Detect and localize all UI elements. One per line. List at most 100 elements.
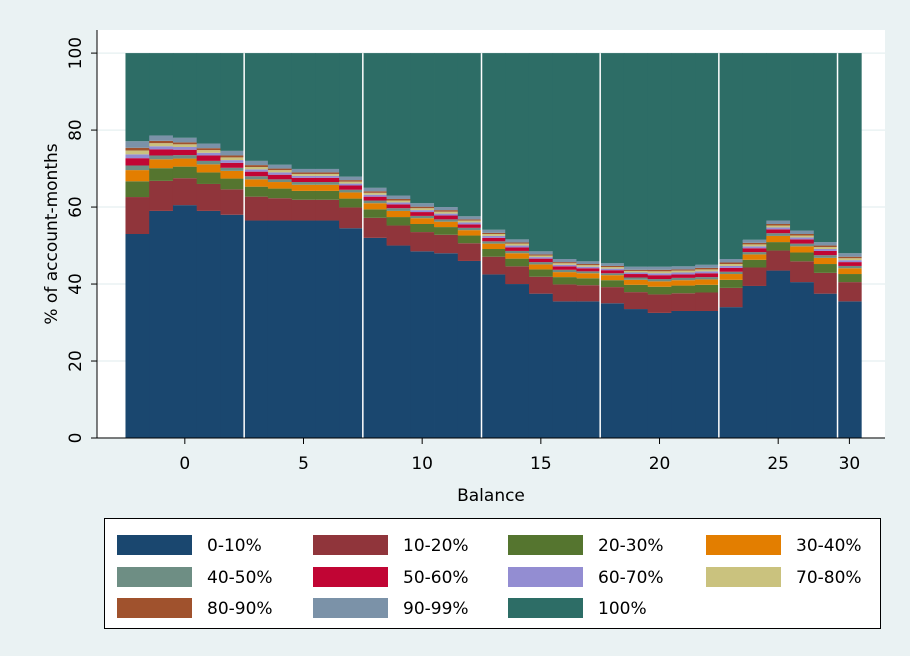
area-step	[528, 258, 554, 263]
area-step	[790, 230, 815, 234]
area-step	[362, 53, 387, 188]
y-tick-label: 40	[66, 273, 86, 295]
area-step	[623, 270, 649, 273]
area-step	[410, 215, 435, 219]
area-step	[291, 190, 316, 200]
x-tick-label: 20	[649, 454, 671, 474]
area-step	[742, 259, 767, 268]
area-step	[505, 239, 530, 243]
area-step	[244, 186, 269, 197]
area-step	[718, 267, 743, 272]
area-step	[576, 268, 601, 272]
area-step	[410, 208, 435, 211]
area-step	[695, 284, 720, 293]
area-step	[671, 310, 696, 438]
area-step	[267, 182, 293, 189]
area-step	[528, 293, 554, 438]
area-step	[600, 275, 625, 281]
area-step	[149, 155, 174, 160]
area-step	[434, 215, 459, 220]
area-step	[481, 256, 506, 275]
area-step	[196, 155, 221, 161]
area-step	[410, 251, 435, 438]
legend-label: 70-80%	[796, 568, 862, 588]
area-step	[718, 53, 743, 260]
area-step	[434, 53, 459, 208]
area-step	[196, 143, 221, 149]
area-step	[528, 264, 554, 270]
area-step	[267, 164, 293, 169]
area-step	[671, 270, 696, 273]
area-step	[647, 273, 672, 276]
area-step	[600, 287, 625, 304]
area-step	[291, 177, 316, 183]
area-step	[244, 196, 269, 221]
area-step	[600, 267, 625, 269]
area-step	[505, 284, 530, 438]
area-step	[766, 229, 791, 234]
area-step	[600, 270, 625, 274]
area-step	[339, 198, 364, 208]
area-step	[315, 184, 340, 191]
area-step	[149, 140, 174, 144]
area-step	[766, 242, 791, 251]
area-step	[505, 253, 530, 259]
area-step	[172, 137, 198, 143]
area-step	[505, 250, 530, 254]
area-step	[386, 195, 411, 199]
y-tick-label: 100	[66, 37, 86, 69]
area-step	[528, 257, 554, 259]
area-step	[172, 142, 198, 145]
area-step	[505, 243, 530, 246]
area-step	[149, 159, 174, 169]
area-step	[410, 218, 435, 224]
area-step	[790, 243, 815, 247]
area-step	[647, 294, 672, 313]
area-step	[362, 194, 387, 197]
area-step	[695, 292, 720, 311]
area-step	[220, 150, 245, 156]
area-step	[576, 261, 601, 265]
area-step	[267, 188, 293, 199]
area-step	[766, 270, 791, 438]
area-step	[671, 285, 696, 294]
area-step	[196, 164, 221, 173]
area-step	[339, 189, 364, 193]
area-step	[434, 207, 459, 211]
area-step	[220, 162, 245, 168]
area-step	[339, 53, 364, 177]
legend-swatch	[706, 567, 781, 587]
area-step	[742, 254, 767, 260]
area-step	[149, 180, 174, 211]
area-step	[766, 220, 791, 224]
area-step	[766, 227, 791, 230]
area-step	[552, 264, 577, 267]
area-step	[671, 280, 696, 286]
area-step	[172, 147, 198, 150]
area-step	[481, 53, 506, 230]
area-step	[790, 234, 815, 236]
area-step	[837, 265, 862, 269]
area-step	[434, 210, 459, 212]
area-step	[386, 202, 411, 205]
area-step	[457, 227, 482, 231]
legend-label: 10-20%	[403, 536, 469, 556]
legend-swatch	[313, 567, 388, 587]
area-step	[125, 147, 150, 151]
area-step	[766, 53, 791, 221]
area-step	[434, 219, 459, 222]
area-step	[718, 259, 743, 263]
area-step	[695, 269, 720, 272]
legend-label: 50-60%	[403, 568, 469, 588]
area-step	[339, 185, 364, 190]
area-step	[149, 53, 174, 136]
area-step	[790, 53, 815, 231]
area-step	[244, 220, 269, 438]
area-step	[671, 293, 696, 311]
area-step	[244, 165, 269, 168]
legend-label: 40-50%	[207, 568, 273, 588]
area-step	[600, 53, 625, 264]
area-step	[576, 264, 601, 266]
area-step	[291, 173, 316, 176]
